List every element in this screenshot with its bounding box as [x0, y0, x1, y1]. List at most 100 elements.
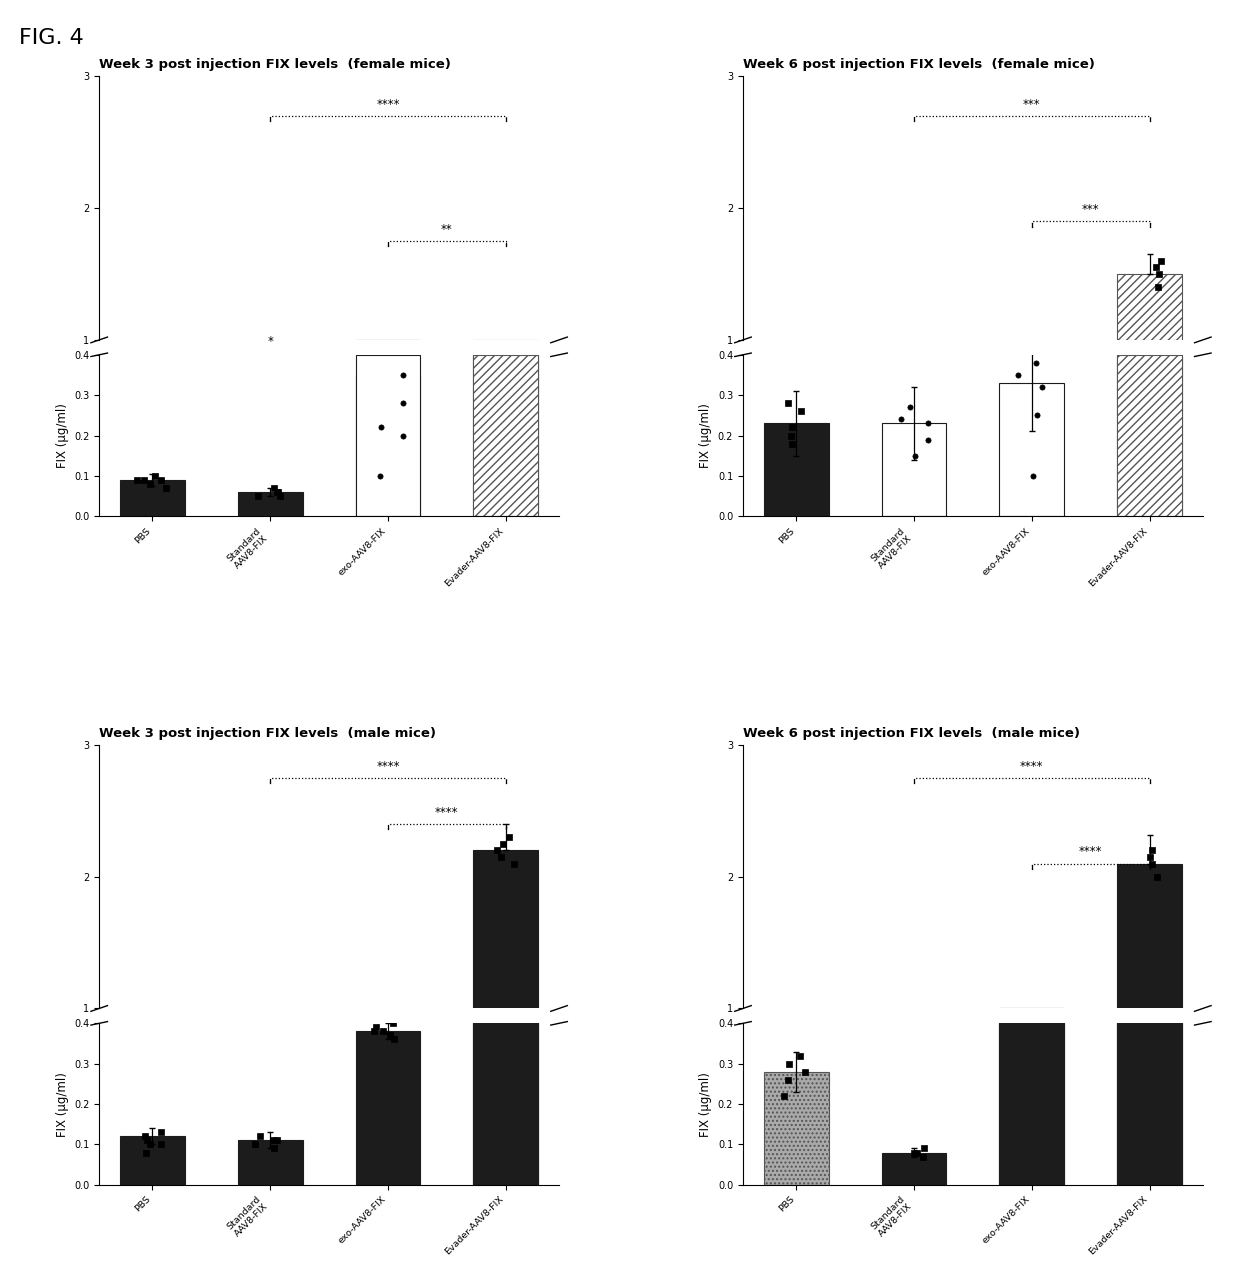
Bar: [1117, 354, 1182, 516]
Point: [135, 1126, 155, 1147]
Bar: [1117, 864, 1182, 1009]
Bar: [1117, 274, 1182, 340]
Point: [140, 474, 160, 494]
Text: ****: ****: [1079, 845, 1102, 859]
Point: [914, 1147, 934, 1167]
Y-axis label: FIX (μg/ml): FIX (μg/ml): [56, 1071, 68, 1136]
Point: [914, 1138, 934, 1158]
Bar: [999, 383, 1064, 516]
Point: [795, 1061, 815, 1082]
Point: [1146, 257, 1166, 278]
Point: [782, 433, 802, 454]
Point: [1029, 1018, 1049, 1038]
Point: [138, 1130, 157, 1150]
Point: [267, 482, 286, 502]
Text: ****: ****: [376, 759, 399, 772]
Text: Week 3 post injection FIX levels  (female mice): Week 3 post injection FIX levels (female…: [99, 59, 451, 71]
Bar: [120, 1136, 185, 1185]
Point: [393, 364, 413, 385]
Point: [893, 382, 913, 403]
Point: [264, 1138, 284, 1158]
Point: [268, 1130, 288, 1150]
Point: [151, 1122, 171, 1143]
Bar: [474, 354, 538, 516]
Point: [1018, 1031, 1038, 1051]
Point: [491, 847, 511, 868]
Point: [781, 426, 801, 446]
Point: [370, 466, 389, 487]
Bar: [882, 423, 946, 516]
Point: [371, 418, 391, 438]
Point: [1148, 276, 1168, 297]
Bar: [238, 1140, 303, 1185]
Point: [486, 363, 506, 383]
Point: [890, 1070, 910, 1091]
Bar: [474, 354, 538, 516]
Point: [904, 1143, 924, 1163]
Point: [905, 446, 925, 466]
Point: [246, 1134, 265, 1154]
Text: *: *: [268, 335, 273, 348]
Text: ***: ***: [1081, 203, 1100, 217]
Point: [487, 840, 507, 860]
Text: Week 6 post injection FIX levels  (male mice): Week 6 post injection FIX levels (male m…: [743, 726, 1080, 740]
Bar: [764, 1071, 828, 1185]
Point: [492, 833, 512, 854]
Bar: [764, 423, 828, 516]
Point: [890, 409, 910, 429]
Point: [151, 1134, 171, 1154]
Point: [1008, 364, 1028, 385]
Bar: [882, 1153, 946, 1185]
Point: [270, 485, 290, 506]
Bar: [474, 850, 538, 1009]
Bar: [474, 1023, 538, 1185]
Text: Week 6 post injection FIX levels  (female mice): Week 6 post injection FIX levels (female…: [743, 59, 1095, 71]
Point: [366, 1017, 386, 1037]
Point: [1032, 377, 1052, 397]
Point: [919, 413, 939, 433]
Bar: [356, 354, 420, 516]
Point: [128, 470, 148, 490]
Point: [1012, 385, 1032, 405]
Text: **: **: [441, 223, 453, 236]
Bar: [356, 1032, 420, 1185]
Point: [383, 1013, 403, 1033]
Point: [1023, 466, 1043, 487]
Y-axis label: FIX (μg/ml): FIX (μg/ml): [699, 1071, 712, 1136]
Y-axis label: FIX (μg/ml): FIX (μg/ml): [56, 403, 68, 468]
Text: ****: ****: [376, 98, 399, 111]
Point: [500, 827, 520, 847]
Point: [1024, 1024, 1044, 1045]
Point: [150, 470, 170, 490]
Point: [383, 1029, 403, 1050]
Bar: [474, 1023, 538, 1185]
Point: [393, 394, 413, 414]
Point: [1028, 405, 1048, 426]
Bar: [1117, 1023, 1182, 1185]
Point: [250, 1126, 270, 1147]
Text: ****: ****: [435, 805, 459, 819]
Point: [381, 389, 401, 409]
Point: [505, 854, 525, 874]
Text: ***: ***: [1023, 98, 1040, 111]
Point: [393, 426, 413, 446]
Point: [777, 394, 797, 414]
Point: [495, 343, 515, 363]
Y-axis label: FIX (μg/ml): FIX (μg/ml): [699, 403, 712, 468]
Point: [791, 1046, 811, 1066]
Point: [263, 1130, 283, 1150]
Bar: [238, 492, 303, 516]
Point: [791, 401, 811, 422]
Point: [919, 429, 939, 450]
Point: [1149, 264, 1169, 284]
Bar: [120, 480, 185, 516]
Bar: [1117, 1023, 1182, 1185]
Bar: [999, 1023, 1064, 1185]
Point: [134, 470, 154, 490]
Point: [1142, 854, 1162, 874]
Point: [1151, 251, 1171, 271]
Point: [156, 478, 176, 498]
Point: [500, 355, 520, 376]
Point: [1142, 840, 1162, 860]
Point: [264, 478, 284, 498]
